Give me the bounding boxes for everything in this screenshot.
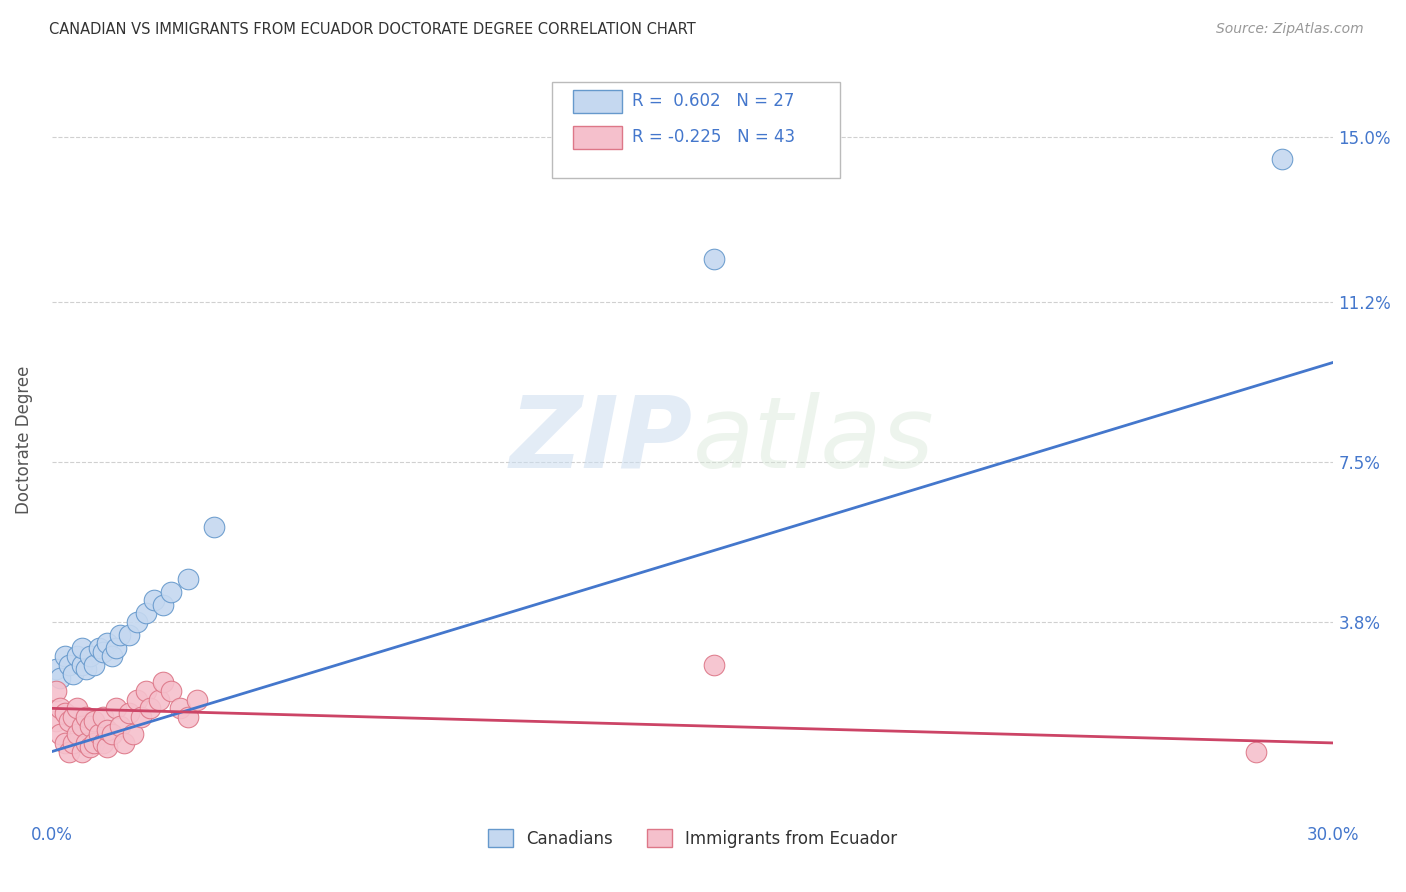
Point	[148, 692, 170, 706]
Text: ZIP: ZIP	[509, 392, 693, 489]
Point	[87, 640, 110, 655]
Point	[83, 658, 105, 673]
Point	[75, 736, 97, 750]
Point	[96, 636, 118, 650]
Point	[87, 727, 110, 741]
Point	[100, 649, 122, 664]
Point	[62, 666, 84, 681]
Point	[83, 714, 105, 729]
Point	[186, 692, 208, 706]
Point	[108, 628, 131, 642]
FancyBboxPatch shape	[551, 82, 839, 178]
Text: CANADIAN VS IMMIGRANTS FROM ECUADOR DOCTORATE DEGREE CORRELATION CHART: CANADIAN VS IMMIGRANTS FROM ECUADOR DOCT…	[49, 22, 696, 37]
Point	[160, 684, 183, 698]
Point	[58, 658, 80, 673]
Point	[127, 615, 149, 629]
Point	[177, 572, 200, 586]
Point	[49, 701, 72, 715]
Text: R =  0.602   N = 27: R = 0.602 N = 27	[633, 93, 794, 111]
Point	[62, 710, 84, 724]
Text: R = -0.225   N = 43: R = -0.225 N = 43	[633, 128, 796, 146]
Point	[96, 740, 118, 755]
Point	[70, 719, 93, 733]
Point	[1271, 152, 1294, 166]
Point	[139, 701, 162, 715]
Y-axis label: Doctorate Degree: Doctorate Degree	[15, 366, 32, 515]
Point	[53, 649, 76, 664]
Point	[703, 252, 725, 266]
Point	[169, 701, 191, 715]
Point	[83, 736, 105, 750]
Point	[112, 736, 135, 750]
Point	[96, 723, 118, 737]
Point	[122, 727, 145, 741]
Point	[117, 706, 139, 720]
Point	[45, 714, 67, 729]
Point	[53, 736, 76, 750]
Point	[131, 710, 153, 724]
Point	[160, 584, 183, 599]
Point	[152, 675, 174, 690]
Legend: Canadians, Immigrants from Ecuador: Canadians, Immigrants from Ecuador	[481, 822, 904, 855]
Text: atlas: atlas	[693, 392, 934, 489]
Point	[135, 606, 157, 620]
Point	[58, 745, 80, 759]
Point	[66, 701, 89, 715]
Point	[79, 649, 101, 664]
Point	[152, 598, 174, 612]
FancyBboxPatch shape	[574, 90, 621, 113]
Point	[108, 719, 131, 733]
Point	[70, 745, 93, 759]
Point	[49, 671, 72, 685]
Point	[177, 710, 200, 724]
Point	[79, 719, 101, 733]
Point	[66, 727, 89, 741]
Point	[70, 640, 93, 655]
FancyBboxPatch shape	[574, 126, 621, 149]
Point	[53, 706, 76, 720]
Point	[45, 662, 67, 676]
Point	[49, 727, 72, 741]
Point	[127, 692, 149, 706]
Point	[62, 736, 84, 750]
Point	[75, 662, 97, 676]
Point	[79, 740, 101, 755]
Point	[1246, 745, 1268, 759]
Point	[104, 640, 127, 655]
Point	[91, 736, 114, 750]
Point	[58, 714, 80, 729]
Point	[91, 645, 114, 659]
Point	[91, 710, 114, 724]
Point	[117, 628, 139, 642]
Point	[45, 684, 67, 698]
Point	[70, 658, 93, 673]
Point	[135, 684, 157, 698]
Point	[703, 658, 725, 673]
Point	[104, 701, 127, 715]
Text: Source: ZipAtlas.com: Source: ZipAtlas.com	[1216, 22, 1364, 37]
Point	[100, 727, 122, 741]
Point	[143, 593, 166, 607]
Point	[66, 649, 89, 664]
Point	[75, 710, 97, 724]
Point	[202, 519, 225, 533]
